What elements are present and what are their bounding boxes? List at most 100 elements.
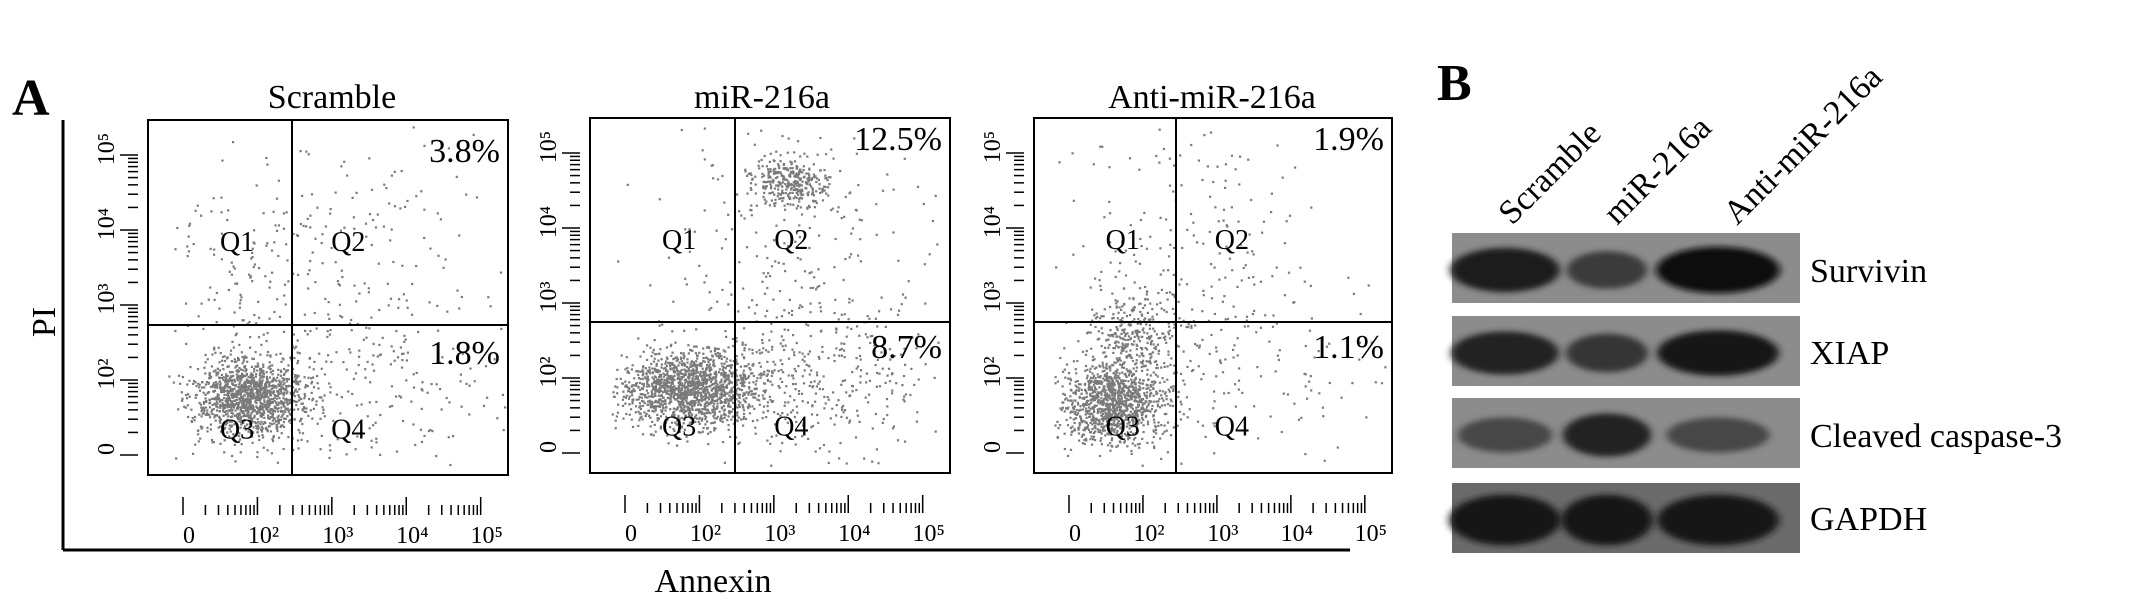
event-dot [443,267,445,269]
event-dot [792,204,794,206]
event-dot [401,265,403,267]
event-dot [635,405,637,407]
event-dot [218,308,220,310]
event-dot [232,383,234,385]
event-dot [234,358,236,360]
event-dot [751,349,753,351]
event-dot [321,435,323,437]
event-dot [696,355,698,357]
event-dot [242,396,244,398]
event-dot [388,202,390,204]
event-dot [194,416,196,418]
event-dot [724,395,726,397]
event-dot [687,382,689,384]
event-dot [807,353,809,355]
event-dot [713,376,715,378]
event-dot [297,439,299,441]
event-dot [280,400,282,402]
event-dot [277,369,279,371]
event-dot [1066,419,1068,421]
event-dot [730,419,732,421]
event-dot [448,436,450,438]
event-dot [283,394,285,396]
event-dot [714,417,716,419]
event-dot [742,372,744,374]
event-dot [643,411,645,413]
event-dot [178,375,180,377]
event-dot [841,217,843,219]
event-dot [806,207,808,209]
event-dot [748,363,750,365]
event-dot [766,361,768,363]
event-dot [350,319,352,321]
event-dot [708,403,710,405]
event-dot [808,247,810,249]
event-dot [286,415,288,417]
event-dot [754,427,756,429]
event-dot [924,263,926,265]
event-dot [257,363,259,365]
event-dot [483,405,485,407]
event-dot [259,409,261,411]
event-dot [262,406,264,408]
event-dot [795,388,797,390]
event-dot [803,165,805,167]
event-dot [709,374,711,376]
event-dot [742,418,744,420]
event-dot [766,440,768,442]
event-dot [629,414,631,416]
event-dot [763,382,765,384]
event-dot [750,204,752,206]
event-dot [219,381,221,383]
event-dot [261,428,263,430]
event-dot [835,347,837,349]
event-dot [783,349,785,351]
event-dot [416,372,418,374]
event-dot [231,262,233,264]
event-dot [837,211,839,213]
event-dot [756,255,758,257]
event-dot [647,376,649,378]
event-dot [762,186,764,188]
event-dot [327,313,329,315]
event-dot [651,410,653,412]
event-dot [721,363,723,365]
event-dot [674,389,676,391]
event-dot [1132,442,1134,444]
event-dot [732,338,734,340]
event-dot [1075,368,1077,370]
event-dot [1062,407,1064,409]
event-dot [307,333,309,335]
event-dot [628,398,630,400]
event-dot [229,377,231,379]
event-dot [720,379,722,381]
event-dot [264,401,266,403]
event-dot [375,422,377,424]
event-dot [272,398,274,400]
event-dot [723,377,725,379]
event-dot [782,339,784,341]
event-dot [283,294,285,296]
event-dot [205,397,207,399]
event-dot [297,339,299,341]
event-dot [742,406,744,408]
event-dot [242,375,244,377]
event-dot [787,401,789,403]
event-dot [1165,395,1167,397]
event-dot [504,406,506,408]
event-dot [187,404,189,406]
event-dot [692,384,694,386]
event-dot [723,391,725,393]
event-dot [903,396,905,398]
event-dot [788,312,790,314]
event-dot [637,411,639,413]
event-dot [647,379,649,381]
event-dot [298,388,300,390]
event-dot [748,391,750,393]
event-dot [317,387,319,389]
event-dot [793,399,795,401]
event-dot [683,354,685,356]
q4-percent: 8.7% [871,329,942,366]
event-dot [901,303,903,305]
event-dot [754,312,756,314]
